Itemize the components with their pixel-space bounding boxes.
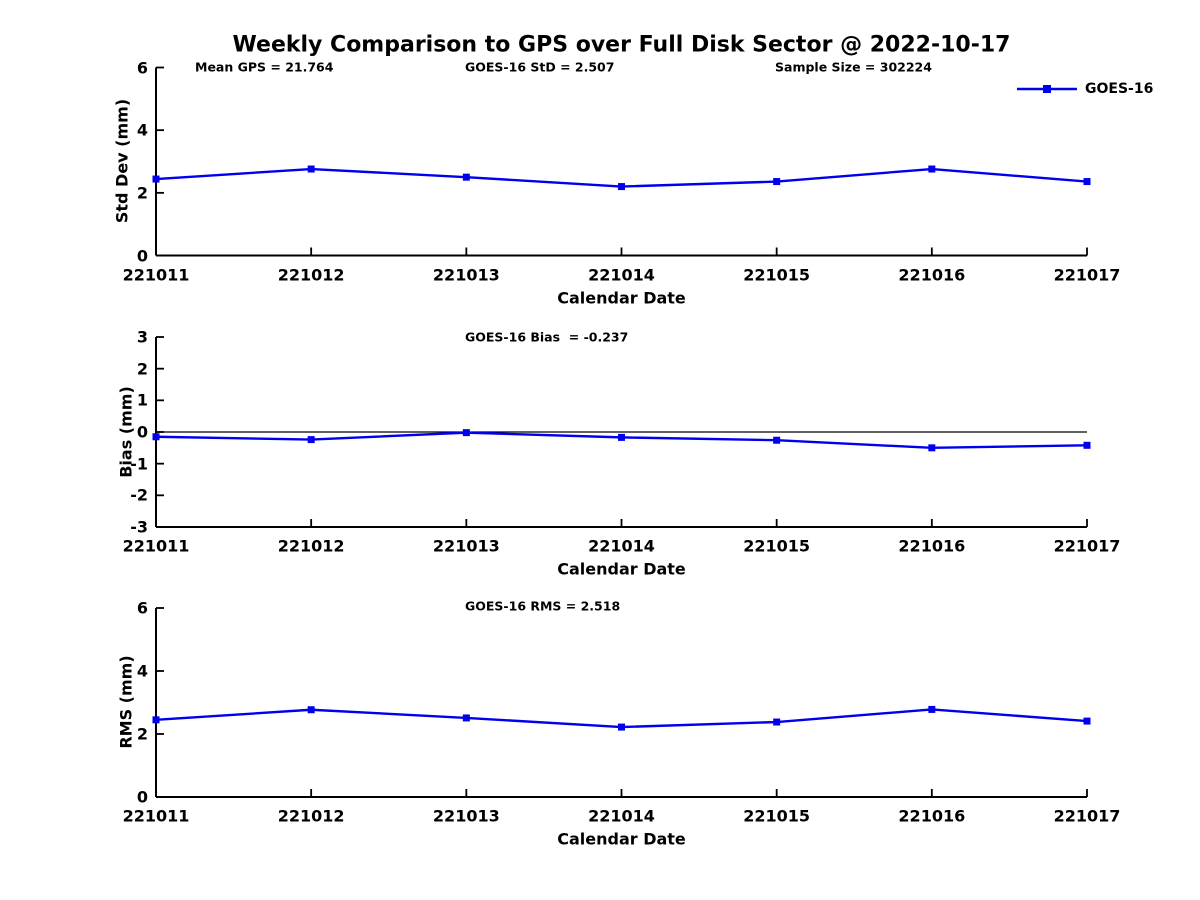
x-tick-label: 221016 [898, 265, 966, 284]
x-tick-label: 221013 [432, 265, 500, 284]
legend-marker [1043, 85, 1051, 93]
annotation-sample-size: Sample Size = 302224 [775, 59, 932, 75]
y-tick-label: 0 [136, 246, 148, 265]
y-tick-label: 6 [136, 598, 148, 618]
y-tick-label: 2 [136, 359, 148, 379]
data-point-marker [618, 723, 625, 731]
x-tick-label: 221012 [277, 265, 345, 284]
data-point-marker [773, 718, 781, 726]
y-tick-label: 0 [136, 787, 148, 807]
x-tick-label: 221015 [743, 806, 811, 826]
y-tick-label: 2 [136, 183, 148, 203]
y-tick-label: 4 [136, 120, 148, 140]
x-tick-label: 221012 [277, 536, 345, 556]
data-point-marker [152, 716, 160, 724]
y-tick-label: -3 [130, 517, 148, 537]
data-point-marker [1083, 441, 1091, 449]
data-point-marker [773, 178, 781, 186]
x-tick-label: 221013 [432, 806, 500, 826]
data-point-marker [307, 436, 315, 444]
x-tick-label: 221011 [122, 265, 190, 284]
y-tick-label: 1 [136, 390, 148, 410]
legend-label: GOES-16 [1085, 81, 1154, 97]
y-tick-label: -2 [130, 485, 148, 505]
data-point-marker [462, 429, 470, 437]
x-tick-label: 221012 [277, 806, 345, 826]
data-point-marker [928, 705, 936, 713]
data-point-marker [1083, 717, 1091, 725]
x-tick-label: 221011 [122, 536, 190, 556]
data-point-marker [618, 433, 625, 441]
x-axis-label-top: Calendar Date [557, 288, 686, 308]
data-point-marker [152, 433, 160, 441]
x-tick-label: 221011 [122, 806, 190, 826]
data-point-marker [152, 175, 160, 183]
data-point-marker [928, 165, 936, 173]
x-axis-label-middle: Calendar Date [557, 559, 686, 579]
x-tick-label: 221015 [743, 265, 811, 284]
y-tick-label: -1 [130, 454, 148, 474]
x-tick-label: 221017 [1053, 536, 1121, 556]
y-axis-label-rms: RMS (mm) [116, 655, 136, 749]
x-tick-label: 221014 [588, 806, 655, 826]
x-axis-label-bottom: Calendar Date [557, 829, 686, 849]
y-axis-label-std-dev: Std Dev (mm) [112, 98, 132, 224]
x-tick-label: 221017 [1053, 806, 1121, 826]
y-tick-label: 0 [136, 422, 148, 442]
annotation-goes16-std: GOES-16 StD = 2.507 [465, 59, 615, 75]
annotation-goes16-bias: GOES-16 Bias = -0.237 [465, 329, 629, 345]
data-point-marker [618, 183, 625, 191]
y-axis-label-bias: Bias (mm) [116, 386, 136, 478]
annotation-mean-gps: Mean GPS = 21.764 [195, 59, 334, 75]
y-tick-label: 2 [136, 724, 148, 744]
data-point-marker [462, 714, 470, 722]
x-tick-label: 221017 [1053, 265, 1121, 284]
y-tick-label: 6 [136, 58, 148, 77]
x-tick-label: 221013 [432, 536, 500, 556]
data-point-marker [773, 436, 781, 444]
data-point-marker [462, 173, 470, 181]
y-tick-label: 3 [136, 327, 148, 347]
data-point-marker [307, 165, 315, 173]
data-point-marker [1083, 178, 1091, 186]
x-tick-label: 221014 [588, 536, 655, 556]
x-tick-label: 221015 [743, 536, 811, 556]
data-point-marker [928, 444, 936, 452]
x-tick-label: 221016 [898, 536, 966, 556]
x-tick-label: 221016 [898, 806, 966, 826]
data-point-marker [307, 706, 315, 714]
x-tick-label: 221014 [588, 265, 655, 284]
figure-title: Weekly Comparison to GPS over Full Disk … [232, 32, 1011, 58]
y-tick-label: 4 [136, 661, 148, 681]
annotation-goes16-rms: GOES-16 RMS = 2.518 [465, 598, 621, 614]
